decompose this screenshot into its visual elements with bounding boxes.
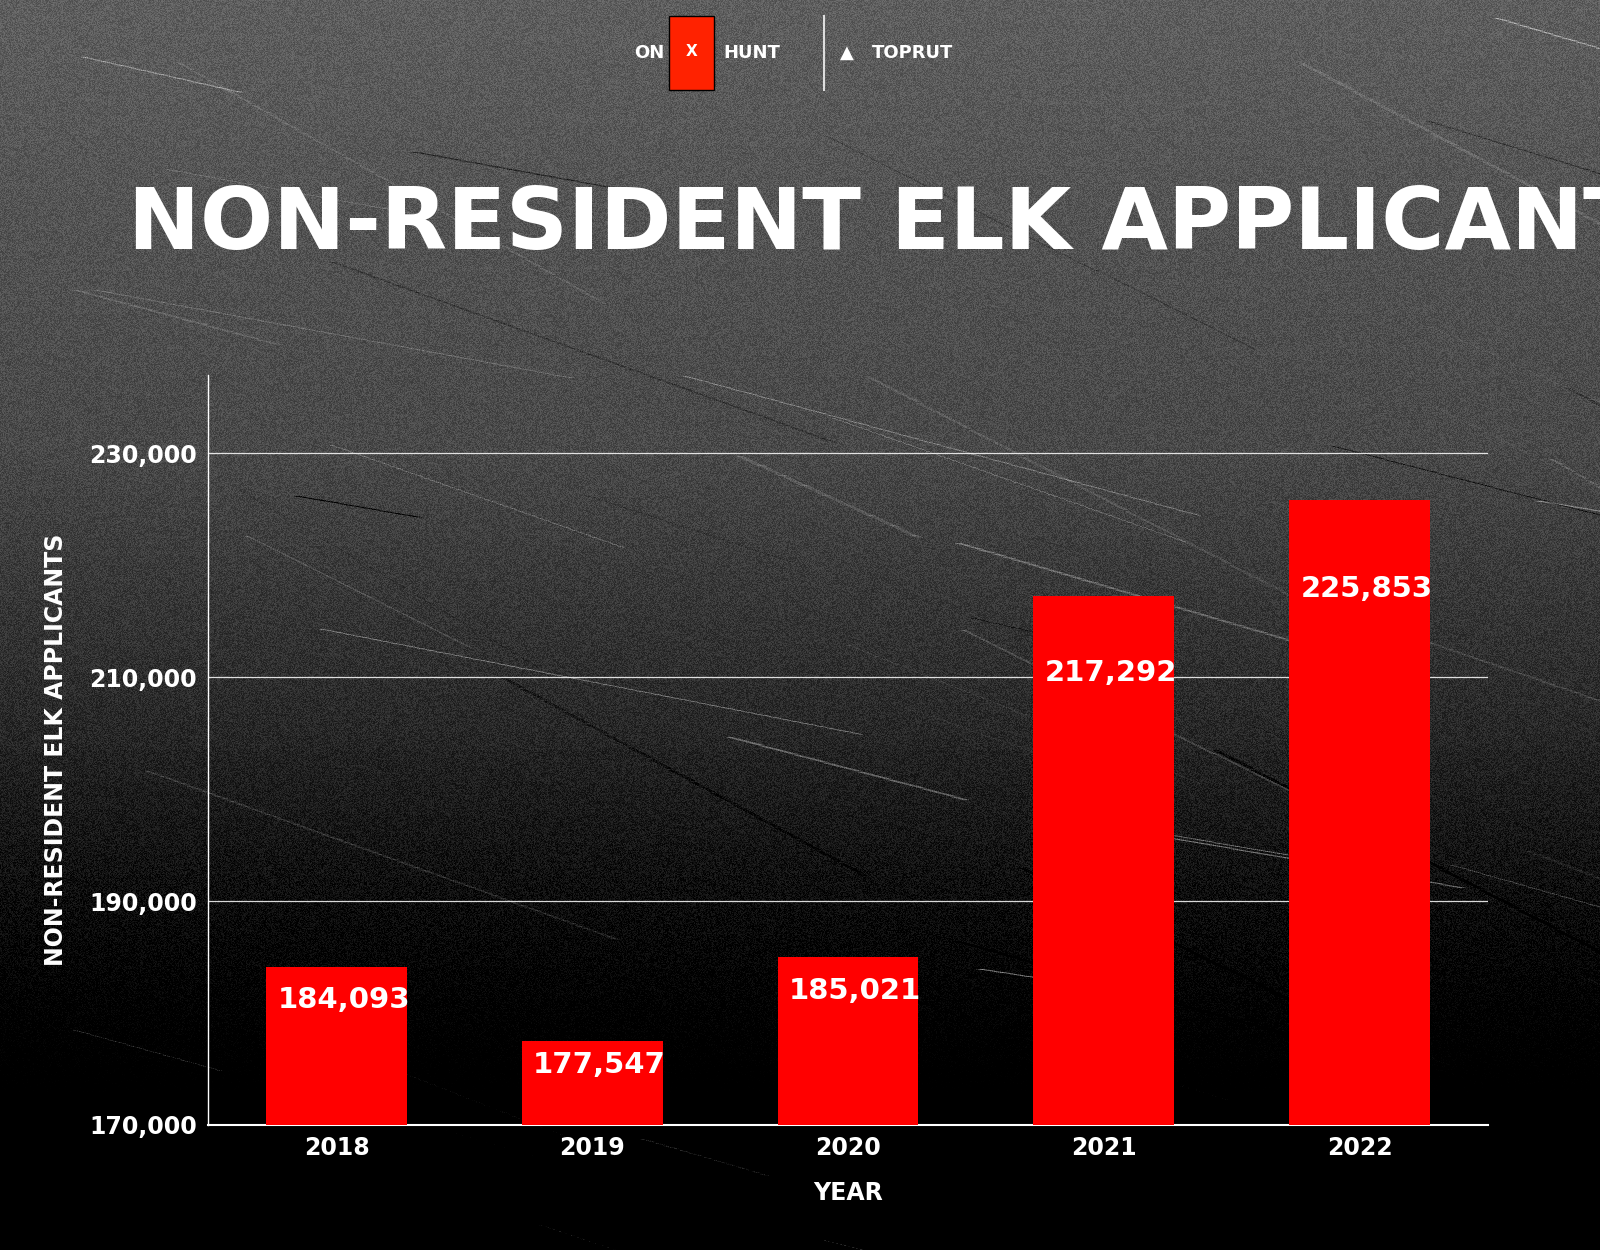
Text: TOPRUT: TOPRUT: [872, 44, 954, 63]
Text: 225,853: 225,853: [1301, 575, 1432, 602]
Text: ON: ON: [634, 44, 664, 63]
Bar: [1034, 595, 1174, 1125]
Text: 185,021: 185,021: [789, 978, 922, 1005]
Text: 177,547: 177,547: [533, 1051, 666, 1079]
Bar: [1290, 500, 1430, 1125]
Text: 184,093: 184,093: [277, 986, 410, 1014]
Text: HUNT: HUNT: [723, 44, 781, 63]
FancyBboxPatch shape: [669, 16, 714, 90]
Text: ▲: ▲: [840, 44, 854, 63]
X-axis label: YEAR: YEAR: [813, 1181, 883, 1205]
Text: 217,292: 217,292: [1045, 659, 1178, 688]
Bar: [778, 956, 918, 1125]
Text: X: X: [685, 44, 698, 59]
Bar: [522, 1040, 662, 1125]
Y-axis label: NON-RESIDENT ELK APPLICANTS: NON-RESIDENT ELK APPLICANTS: [45, 534, 69, 966]
Bar: [266, 968, 406, 1125]
Text: NON-RESIDENT ELK APPLICANTS BY YEAR: NON-RESIDENT ELK APPLICANTS BY YEAR: [128, 184, 1600, 266]
